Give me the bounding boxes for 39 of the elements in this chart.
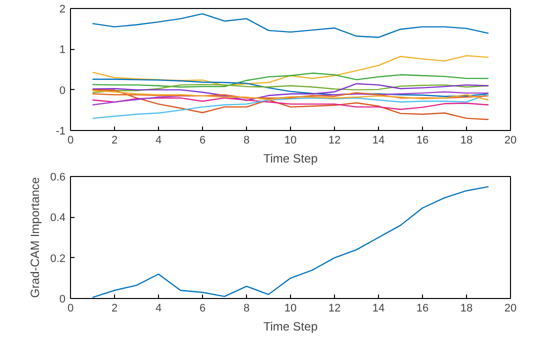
x-axis-title: Time Step: [263, 320, 318, 334]
x-tick-label: 8: [243, 302, 250, 314]
y-tick-label: 2: [59, 4, 66, 16]
x-tick-label: 10: [284, 302, 297, 314]
x-tick-label: 6: [199, 134, 206, 146]
line-series: [92, 83, 490, 102]
line-series: [92, 186, 490, 298]
x-tick-label: 18: [460, 134, 473, 146]
x-tick-label: 20: [504, 302, 517, 314]
y-tick-label: 0: [59, 84, 66, 97]
y-tick-label: 0: [59, 294, 66, 306]
x-tick-label: 4: [155, 302, 162, 314]
line-series: [92, 97, 490, 110]
x-tick-label: 0: [67, 134, 74, 146]
line-series: [92, 13, 490, 38]
y-tick-label: 0.4: [50, 212, 66, 224]
y-tick-label: 0.6: [50, 172, 66, 184]
y-tick-label: 1: [59, 44, 66, 56]
y-axis-title: Grad-CAM Importance: [28, 176, 42, 298]
y-tick-label: 0.2: [50, 252, 66, 265]
x-tick-label: 16: [416, 134, 429, 146]
x-tick-label: 0: [67, 302, 74, 314]
x-tick-label: 12: [328, 134, 341, 146]
x-axis-title: Time Step: [263, 152, 318, 166]
x-tick-label: 14: [372, 134, 385, 146]
x-tick-label: 14: [372, 302, 385, 314]
x-tick-label: 6: [199, 302, 206, 314]
x-tick-label: 20: [504, 134, 517, 146]
x-tick-label: 18: [460, 302, 473, 314]
line-series: [92, 55, 490, 86]
x-tick-label: 2: [111, 302, 118, 314]
x-tick-label: 8: [243, 134, 250, 146]
x-tick-label: 2: [111, 134, 118, 146]
line-series: [92, 72, 490, 88]
x-tick-label: 16: [416, 302, 429, 314]
x-tick-label: 10: [284, 134, 297, 146]
x-tick-label: 4: [155, 134, 162, 146]
x-tick-label: 12: [328, 302, 341, 314]
y-tick-label: -1: [56, 126, 66, 138]
